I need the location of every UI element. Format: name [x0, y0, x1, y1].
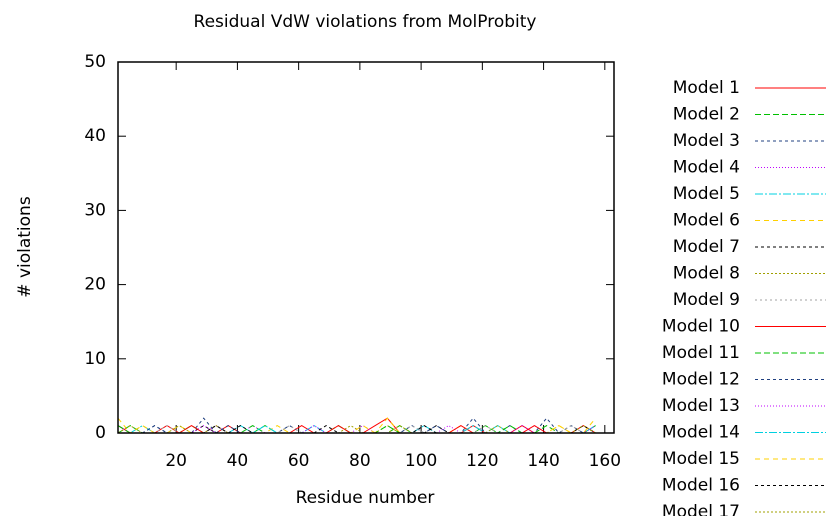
legend-label: Model 4 — [673, 158, 740, 178]
legend-label: Model 16 — [662, 476, 740, 496]
y-tick-label: 0 — [95, 423, 106, 443]
legend-label: Model 3 — [673, 131, 740, 151]
plot-frame — [117, 61, 615, 434]
x-tick-label: 100 — [405, 451, 437, 471]
legend-label: Model 17 — [662, 502, 740, 516]
x-tick-label: 80 — [349, 451, 371, 471]
y-tick-label: 20 — [84, 275, 106, 295]
x-tick-label: 160 — [589, 451, 621, 471]
legend-label: Model 9 — [673, 290, 740, 310]
y-tick-label: 30 — [84, 200, 106, 220]
legend-label: Model 2 — [673, 105, 740, 125]
legend-label: Model 13 — [662, 396, 740, 416]
chart-title: Residual VdW violations from MolProbity — [194, 12, 537, 32]
x-axis-label: Residue number — [296, 488, 435, 508]
y-tick-label: 50 — [84, 52, 106, 72]
x-tick-label: 140 — [527, 451, 559, 471]
y-tick-label: 10 — [84, 349, 106, 369]
legend-label: Model 5 — [673, 184, 740, 204]
legend-label: Model 6 — [673, 211, 740, 231]
legend-label: Model 10 — [662, 317, 740, 337]
x-tick-label: 120 — [466, 451, 498, 471]
legend-label: Model 7 — [673, 237, 740, 257]
x-tick-label: 20 — [165, 451, 187, 471]
y-tick-label: 40 — [84, 126, 106, 146]
legend-label: Model 1 — [673, 78, 740, 98]
legend-label: Model 8 — [673, 264, 740, 284]
legend-label: Model 12 — [662, 370, 740, 390]
y-axis-label: # violations — [15, 196, 35, 298]
legend-label: Model 15 — [662, 449, 740, 469]
legend-label: Model 11 — [662, 343, 740, 363]
legend-label: Model 14 — [662, 423, 740, 443]
x-tick-label: 40 — [227, 451, 249, 471]
x-tick-label: 60 — [288, 451, 310, 471]
